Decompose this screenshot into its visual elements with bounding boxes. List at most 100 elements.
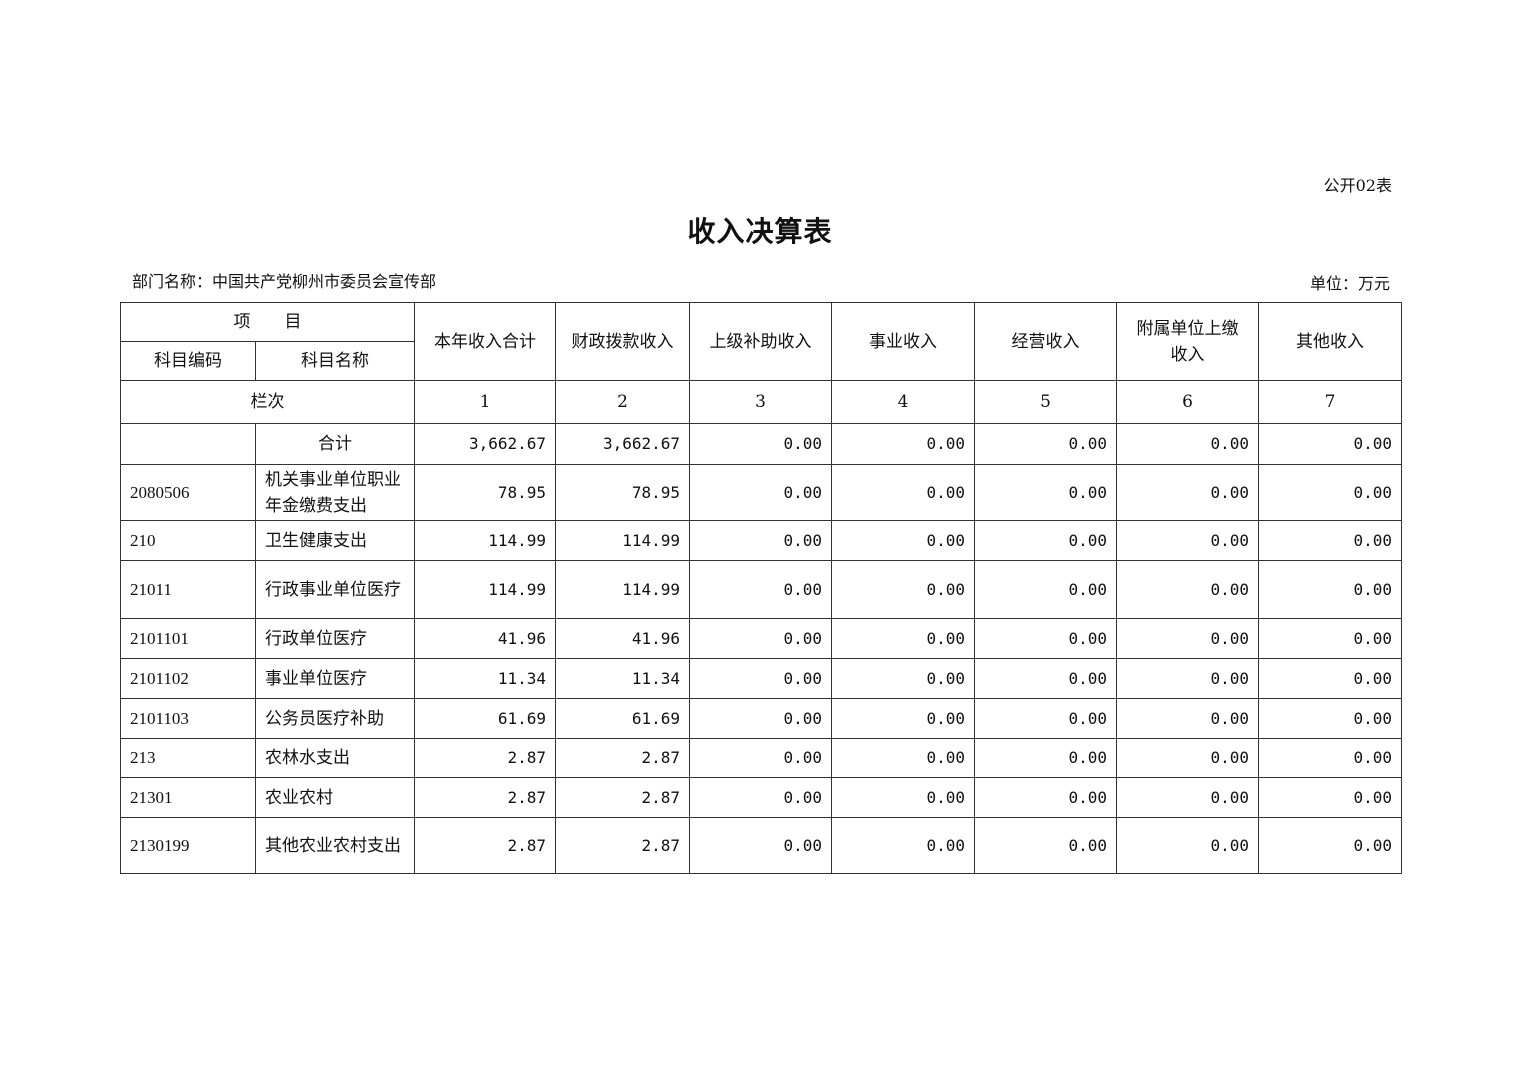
amount-cell: 0.00 (1116, 464, 1259, 521)
header-name: 科目名称 (255, 341, 415, 381)
amount-cell: 78.95 (555, 464, 690, 521)
amount-cell: 2.87 (414, 738, 556, 778)
subject-code: 21011 (120, 560, 256, 619)
total-value: 0.00 (831, 423, 975, 465)
amount-cell: 0.00 (1116, 560, 1259, 619)
subject-name: 行政单位医疗 (255, 618, 415, 659)
amount-cell: 2.87 (414, 777, 556, 818)
table-row: 21301 农业农村 2.87 2.87 0.00 0.00 0.00 0.00 0.00 (120, 777, 1402, 818)
subject-code: 210 (120, 520, 256, 561)
amount-cell: 0.00 (1258, 658, 1402, 699)
header-col: 经营收入 (974, 302, 1117, 381)
subject-code: 2080506 (120, 464, 256, 521)
header-item: 项 目 (120, 302, 415, 342)
amount-cell: 114.99 (555, 560, 690, 619)
amount-cell: 0.00 (689, 464, 832, 521)
amount-cell: 0.00 (831, 464, 975, 521)
amount-cell: 0.00 (689, 560, 832, 619)
header-col: 其他收入 (1258, 302, 1402, 381)
header-col: 事业收入 (831, 302, 975, 381)
amount-cell: 0.00 (689, 618, 832, 659)
amount-cell: 41.96 (414, 618, 556, 659)
amount-cell: 0.00 (974, 464, 1117, 521)
subject-name: 农林水支出 (255, 738, 415, 778)
subject-code: 2101101 (120, 618, 256, 659)
subject-code: 2101102 (120, 658, 256, 699)
amount-cell: 0.00 (831, 698, 975, 739)
amount-cell: 0.00 (1258, 560, 1402, 619)
subject-code: 21301 (120, 777, 256, 818)
subject-code: 213 (120, 738, 256, 778)
table-row: 2101103 公务员医疗补助 61.69 61.69 0.00 0.00 0.00 0.00… (120, 698, 1402, 739)
amount-cell: 2.87 (555, 738, 690, 778)
amount-cell: 0.00 (1258, 777, 1402, 818)
table-row: 213 农林水支出 2.87 2.87 0.00 0.00 0.00 0.00 0.00 (120, 738, 1402, 778)
amount-cell: 0.00 (974, 698, 1117, 739)
table-row: 2101101 行政单位医疗 41.96 41.96 0.00 0.00 0.00 0.00 0… (120, 618, 1402, 659)
amount-cell: 78.95 (414, 464, 556, 521)
amount-cell: 0.00 (831, 618, 975, 659)
row-index: 4 (831, 380, 975, 424)
total-value: 0.00 (974, 423, 1117, 465)
subject-code: 2130199 (120, 817, 256, 874)
amount-cell: 0.00 (974, 618, 1117, 659)
amount-cell: 11.34 (414, 658, 556, 699)
amount-cell: 2.87 (555, 777, 690, 818)
header-col: 附属单位上缴收入 (1116, 302, 1259, 381)
amount-cell: 0.00 (1116, 520, 1259, 561)
unit-label: 单位：万元 (1309, 274, 1390, 293)
header-col: 财政拨款收入 (555, 302, 690, 381)
amount-cell: 2.87 (555, 817, 690, 874)
amount-cell: 0.00 (1258, 464, 1402, 521)
table-row: 2080506 机关事业单位职业年金缴费支出 78.95 78.95 0.00 0.00 0… (120, 464, 1402, 521)
amount-cell: 61.69 (555, 698, 690, 739)
amount-cell: 0.00 (1116, 698, 1259, 739)
total-value: 3,662.67 (555, 423, 690, 465)
subject-name: 事业单位医疗 (255, 658, 415, 699)
amount-cell: 0.00 (974, 777, 1117, 818)
amount-cell: 0.00 (831, 560, 975, 619)
amount-cell: 114.99 (414, 560, 556, 619)
row-index: 2 (555, 380, 690, 424)
header-row: 项 目 本年收入合计 财政拨款收入 上级补助收入 事业收入 经营收入 附属单位上… (120, 302, 1402, 381)
amount-cell: 0.00 (974, 560, 1117, 619)
amount-cell: 0.00 (1116, 817, 1259, 874)
amount-cell: 0.00 (689, 817, 832, 874)
amount-cell: 0.00 (974, 658, 1117, 699)
row-index: 5 (974, 380, 1117, 424)
amount-cell: 0.00 (689, 777, 832, 818)
subject-name: 农业农村 (255, 777, 415, 818)
total-value: 0.00 (1258, 423, 1402, 465)
amount-cell: 0.00 (1258, 698, 1402, 739)
amount-cell: 114.99 (555, 520, 690, 561)
subject-name: 公务员医疗补助 (255, 698, 415, 739)
amount-cell: 0.00 (689, 658, 832, 699)
amount-cell: 0.00 (831, 817, 975, 874)
header-col: 本年收入合计 (414, 302, 556, 381)
income-table: 项 目 本年收入合计 财政拨款收入 上级补助收入 事业收入 经营收入 附属单位上… (120, 302, 1402, 874)
amount-cell: 0.00 (974, 817, 1117, 874)
total-value: 3,662.67 (414, 423, 556, 465)
amount-cell: 0.00 (1116, 658, 1259, 699)
amount-cell: 0.00 (1116, 777, 1259, 818)
amount-cell: 0.00 (1258, 738, 1402, 778)
amount-cell: 0.00 (831, 520, 975, 561)
total-value: 0.00 (1116, 423, 1259, 465)
amount-cell: 0.00 (1116, 618, 1259, 659)
amount-cell: 11.34 (555, 658, 690, 699)
table-row: 2101102 事业单位医疗 11.34 11.34 0.00 0.00 0.00 0.00 0… (120, 658, 1402, 699)
amount-cell: 0.00 (831, 658, 975, 699)
form-number: 公开02表 (1323, 176, 1392, 195)
page-title: 收入决算表 (687, 215, 833, 248)
department-name: 部门名称：中国共产党柳州市委员会宣传部 (132, 272, 437, 291)
header-col: 上级补助收入 (689, 302, 832, 381)
subject-name: 其他农业农村支出 (255, 817, 415, 874)
row-index: 1 (414, 380, 556, 424)
table-row: 210 卫生健康支出 114.99 114.99 0.00 0.00 0.00 0.00 0.0… (120, 520, 1402, 561)
total-value: 0.00 (689, 423, 832, 465)
amount-cell: 114.99 (414, 520, 556, 561)
amount-cell: 0.00 (831, 738, 975, 778)
subject-name: 卫生健康支出 (255, 520, 415, 561)
subject-name: 机关事业单位职业年金缴费支出 (255, 464, 415, 521)
amount-cell: 0.00 (689, 698, 832, 739)
